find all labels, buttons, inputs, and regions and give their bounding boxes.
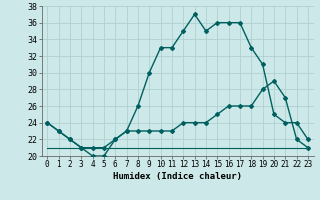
X-axis label: Humidex (Indice chaleur): Humidex (Indice chaleur) <box>113 172 242 181</box>
